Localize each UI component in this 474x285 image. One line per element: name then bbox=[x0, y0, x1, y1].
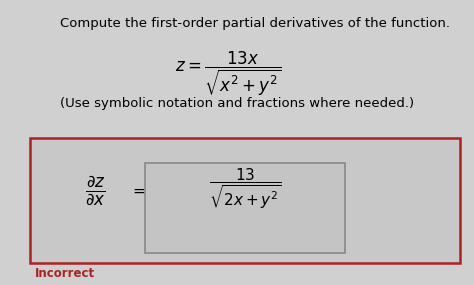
Text: $\dfrac{\partial z}{\partial x}$: $\dfrac{\partial z}{\partial x}$ bbox=[85, 173, 105, 207]
Text: Compute the first-order partial derivatives of the function.: Compute the first-order partial derivati… bbox=[60, 17, 450, 30]
Text: (Use symbolic notation and fractions where needed.): (Use symbolic notation and fractions whe… bbox=[60, 97, 414, 110]
Text: $\dfrac{13}{\sqrt{2x + y^2}}$: $\dfrac{13}{\sqrt{2x + y^2}}$ bbox=[209, 167, 282, 211]
Text: Incorrect: Incorrect bbox=[35, 267, 95, 280]
Text: $z = \dfrac{13x}{\sqrt{x^2 + y^2}}$: $z = \dfrac{13x}{\sqrt{x^2 + y^2}}$ bbox=[175, 50, 282, 99]
Bar bbox=[145, 163, 345, 253]
Text: $=$: $=$ bbox=[130, 182, 146, 198]
Bar bbox=[30, 138, 460, 263]
